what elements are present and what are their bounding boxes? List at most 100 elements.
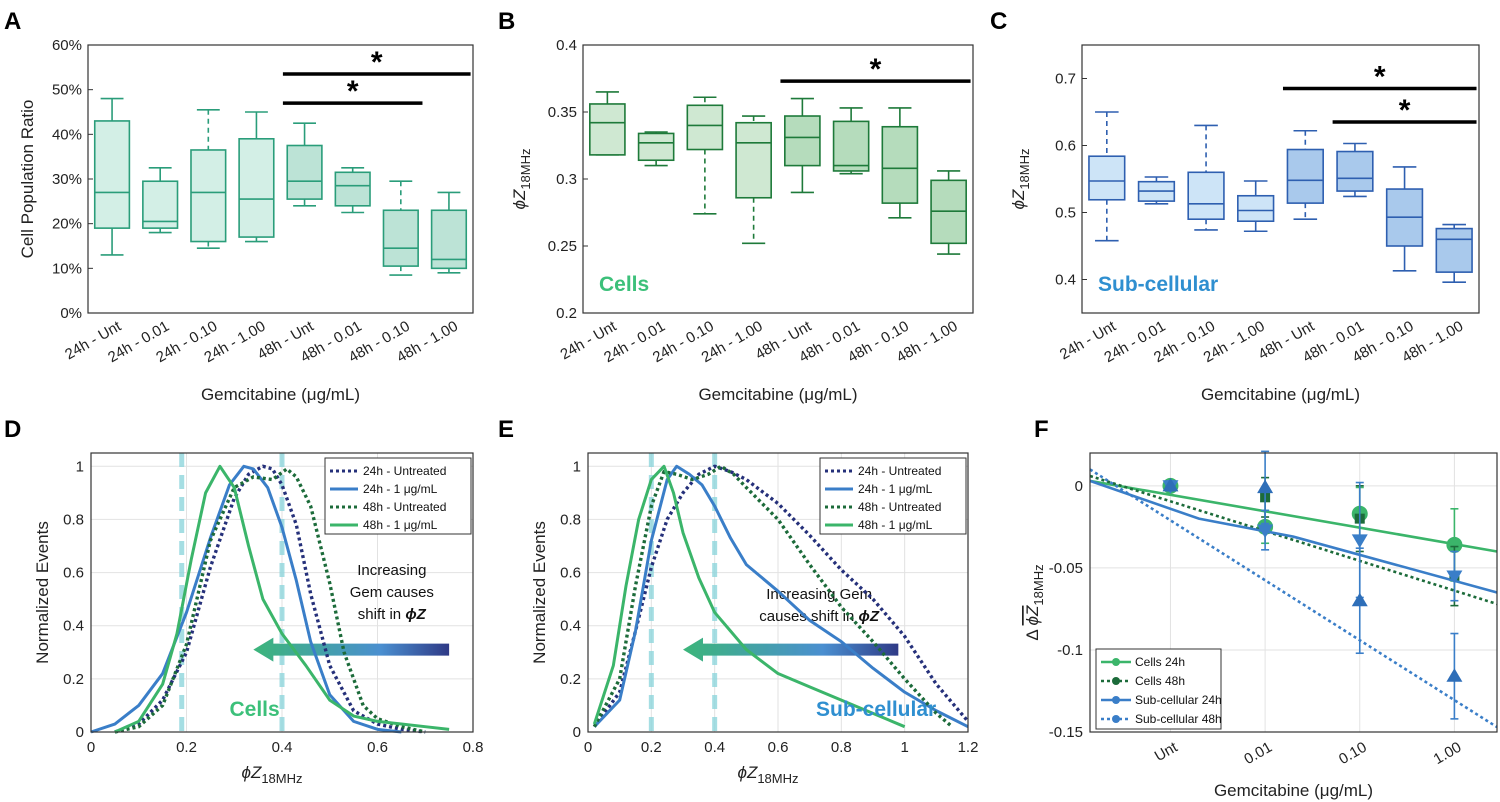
xtick-label: 0.8 — [463, 739, 484, 756]
ytick-label: 40% — [52, 126, 82, 143]
y-axis-label: Cell Population Ratio — [18, 100, 37, 259]
fit-Sub-cellular 48h — [1089, 468, 1498, 729]
ytick-label: 0.2 — [63, 671, 84, 688]
significance-star: * — [1399, 94, 1411, 127]
xtick-label: 0.01 — [1241, 739, 1275, 768]
ytick-label: 0.8 — [560, 511, 581, 528]
legend: Cells 24h Cells 48h Sub-cellular 24h Sub-ce… — [1095, 648, 1222, 730]
ytick-label: 0 — [1075, 478, 1083, 495]
xtick-label: 1.2 — [958, 739, 979, 756]
legend-marker — [1112, 696, 1120, 704]
ytick-label: 0.7 — [1055, 71, 1076, 88]
box-24h - 0.01 — [142, 180, 179, 229]
legend-label: 48h - Untreated — [858, 500, 941, 514]
fit-Cells 48h — [1089, 474, 1498, 606]
xtick-label: 0.8 — [831, 739, 852, 756]
annotation-line: Increasing — [357, 562, 426, 579]
legend-label: 48h - 1 μg/mL — [858, 518, 933, 532]
box-24h - 1.00 — [735, 121, 772, 199]
y-axis-label: Normalized Events — [33, 521, 52, 664]
x-axis-label: Gemcitabine (μg/mL) — [698, 385, 857, 404]
box-48h - 0.01 — [334, 171, 371, 207]
xtick-label: 0 — [584, 739, 592, 756]
ytick-label: 0.4 — [556, 37, 577, 54]
ytick-label: 0% — [60, 305, 82, 322]
box-48h - Unt — [1286, 148, 1324, 204]
box-24h - Unt — [1088, 155, 1126, 201]
xtick-label: 0 — [87, 739, 95, 756]
ytick-label: 0.4 — [63, 618, 84, 635]
box-24h - 1.00 — [238, 138, 275, 238]
panel-label-B: B — [498, 8, 515, 35]
box-48h - 0.10 — [382, 209, 419, 267]
fit-Cells 24h — [1089, 479, 1498, 553]
marker — [1257, 479, 1274, 494]
ytick-label: 1 — [573, 458, 581, 475]
box-48h - 1.00 — [1435, 227, 1473, 273]
significance-star: * — [371, 46, 383, 79]
inset-label: Sub-cellular — [816, 698, 936, 721]
ytick-label: 10% — [52, 260, 82, 277]
x-axis-label: ϕZ18MHz — [737, 763, 798, 786]
ytick-label: 0 — [573, 724, 581, 741]
fit-Sub-cellular 24h — [1089, 479, 1498, 594]
ytick-label: -0.15 — [1049, 724, 1083, 741]
xtick-label: 0.10 — [1336, 739, 1370, 768]
x-axis-label: ϕZ18MHz — [241, 763, 302, 786]
annotation-line: Gem causes — [350, 584, 434, 601]
box-48h - Unt — [784, 115, 821, 167]
axes-frame — [87, 44, 474, 314]
y-axis-label: Δ ϕZ18MHz — [1023, 564, 1046, 640]
xtick-label: 1 — [900, 739, 908, 756]
legend-marker — [1112, 715, 1120, 723]
x-axis-label: Gemcitabine (μg/mL) — [1214, 781, 1373, 800]
ytick-label: -0.05 — [1049, 560, 1083, 577]
ytick-label: 0.4 — [560, 618, 581, 635]
marker — [1351, 592, 1368, 607]
series-48h - 1 μg/mL — [592, 464, 906, 729]
inset-label: Cells — [229, 698, 279, 721]
ytick-label: 0.5 — [1055, 205, 1076, 222]
panel-label-C: C — [990, 8, 1007, 35]
ytick-label: 60% — [52, 37, 82, 54]
x-axis-label: Gemcitabine (μg/mL) — [201, 385, 360, 404]
ytick-label: 0.3 — [556, 171, 577, 188]
legend-label: 24h - Untreated — [363, 464, 446, 478]
legend-label: 48h - 1 μg/mL — [363, 518, 438, 532]
axes-frame — [90, 452, 474, 733]
annotation-line: Increasing Gem — [766, 586, 872, 603]
inset-label: Sub-cellular — [1098, 273, 1218, 296]
xtick-label: 0.4 — [704, 739, 725, 756]
ytick-label: 20% — [52, 216, 82, 233]
box-24h - 0.01 — [637, 132, 675, 162]
legend-label: Cells 24h — [1135, 655, 1185, 669]
annotation-line: causes shift in ϕZ — [759, 608, 880, 625]
axes-frame — [582, 44, 974, 314]
box-48h - 0.01 — [832, 120, 870, 172]
panel-label-D: D — [4, 416, 21, 443]
panel-label-E: E — [498, 416, 514, 443]
y-axis-label: Normalized Events — [530, 521, 549, 664]
y-axis-label: ϕZ18MHz — [510, 148, 533, 209]
box-48h - 0.01 — [1336, 150, 1374, 192]
ytick-label: 0.4 — [1055, 272, 1076, 289]
significance-star: * — [870, 53, 882, 86]
legend-label: 24h - Untreated — [858, 464, 941, 478]
ytick-label: 0.8 — [63, 511, 84, 528]
legend: 24h - Untreated 24h - 1 μg/mL 48h - Untrea… — [819, 457, 967, 535]
legend-label: Cells 48h — [1135, 674, 1185, 688]
y-axis-label: ϕZ18MHz — [1009, 148, 1032, 209]
ytick-label: 0 — [76, 724, 84, 741]
panel-label-A: A — [4, 8, 21, 35]
ytick-label: 0.6 — [1055, 138, 1076, 155]
ytick-label: -0.1 — [1057, 642, 1083, 659]
ytick-label: 1 — [76, 458, 84, 475]
box-24h - Unt — [589, 103, 626, 156]
marker — [1446, 668, 1463, 682]
